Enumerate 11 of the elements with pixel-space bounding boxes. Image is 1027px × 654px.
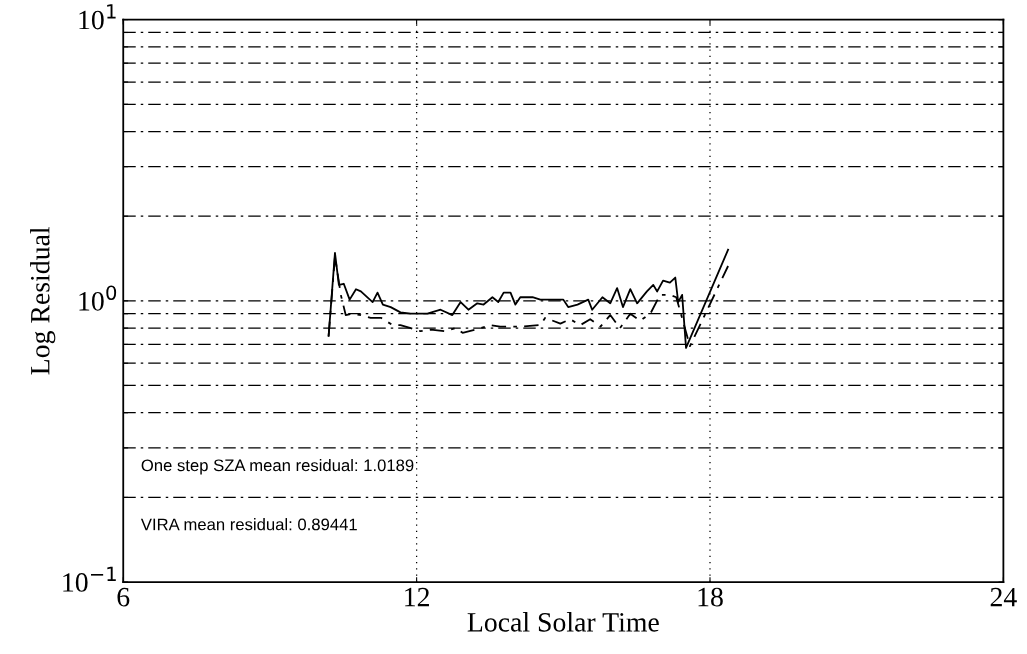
y-axis-title: Log Residual xyxy=(30,226,56,375)
x-tick-label: 12 xyxy=(405,587,429,607)
annotation: VIRA mean residual: 0.89441 xyxy=(140,518,357,531)
x-tick-label: 24 xyxy=(990,587,1017,607)
x-tick-label: 18 xyxy=(698,587,723,607)
y-tick-label: 10$^{−1}$ xyxy=(63,566,116,592)
y-tick-label: 10$^{1}$ xyxy=(79,4,116,30)
x-axis-title: Local Solar Time xyxy=(467,612,659,632)
y-tick-label: 10$^{0}$ xyxy=(79,285,117,311)
x-tick-label: 6 xyxy=(117,587,130,607)
annotation: One step SZA mean residual: 1.0189 xyxy=(141,458,414,475)
